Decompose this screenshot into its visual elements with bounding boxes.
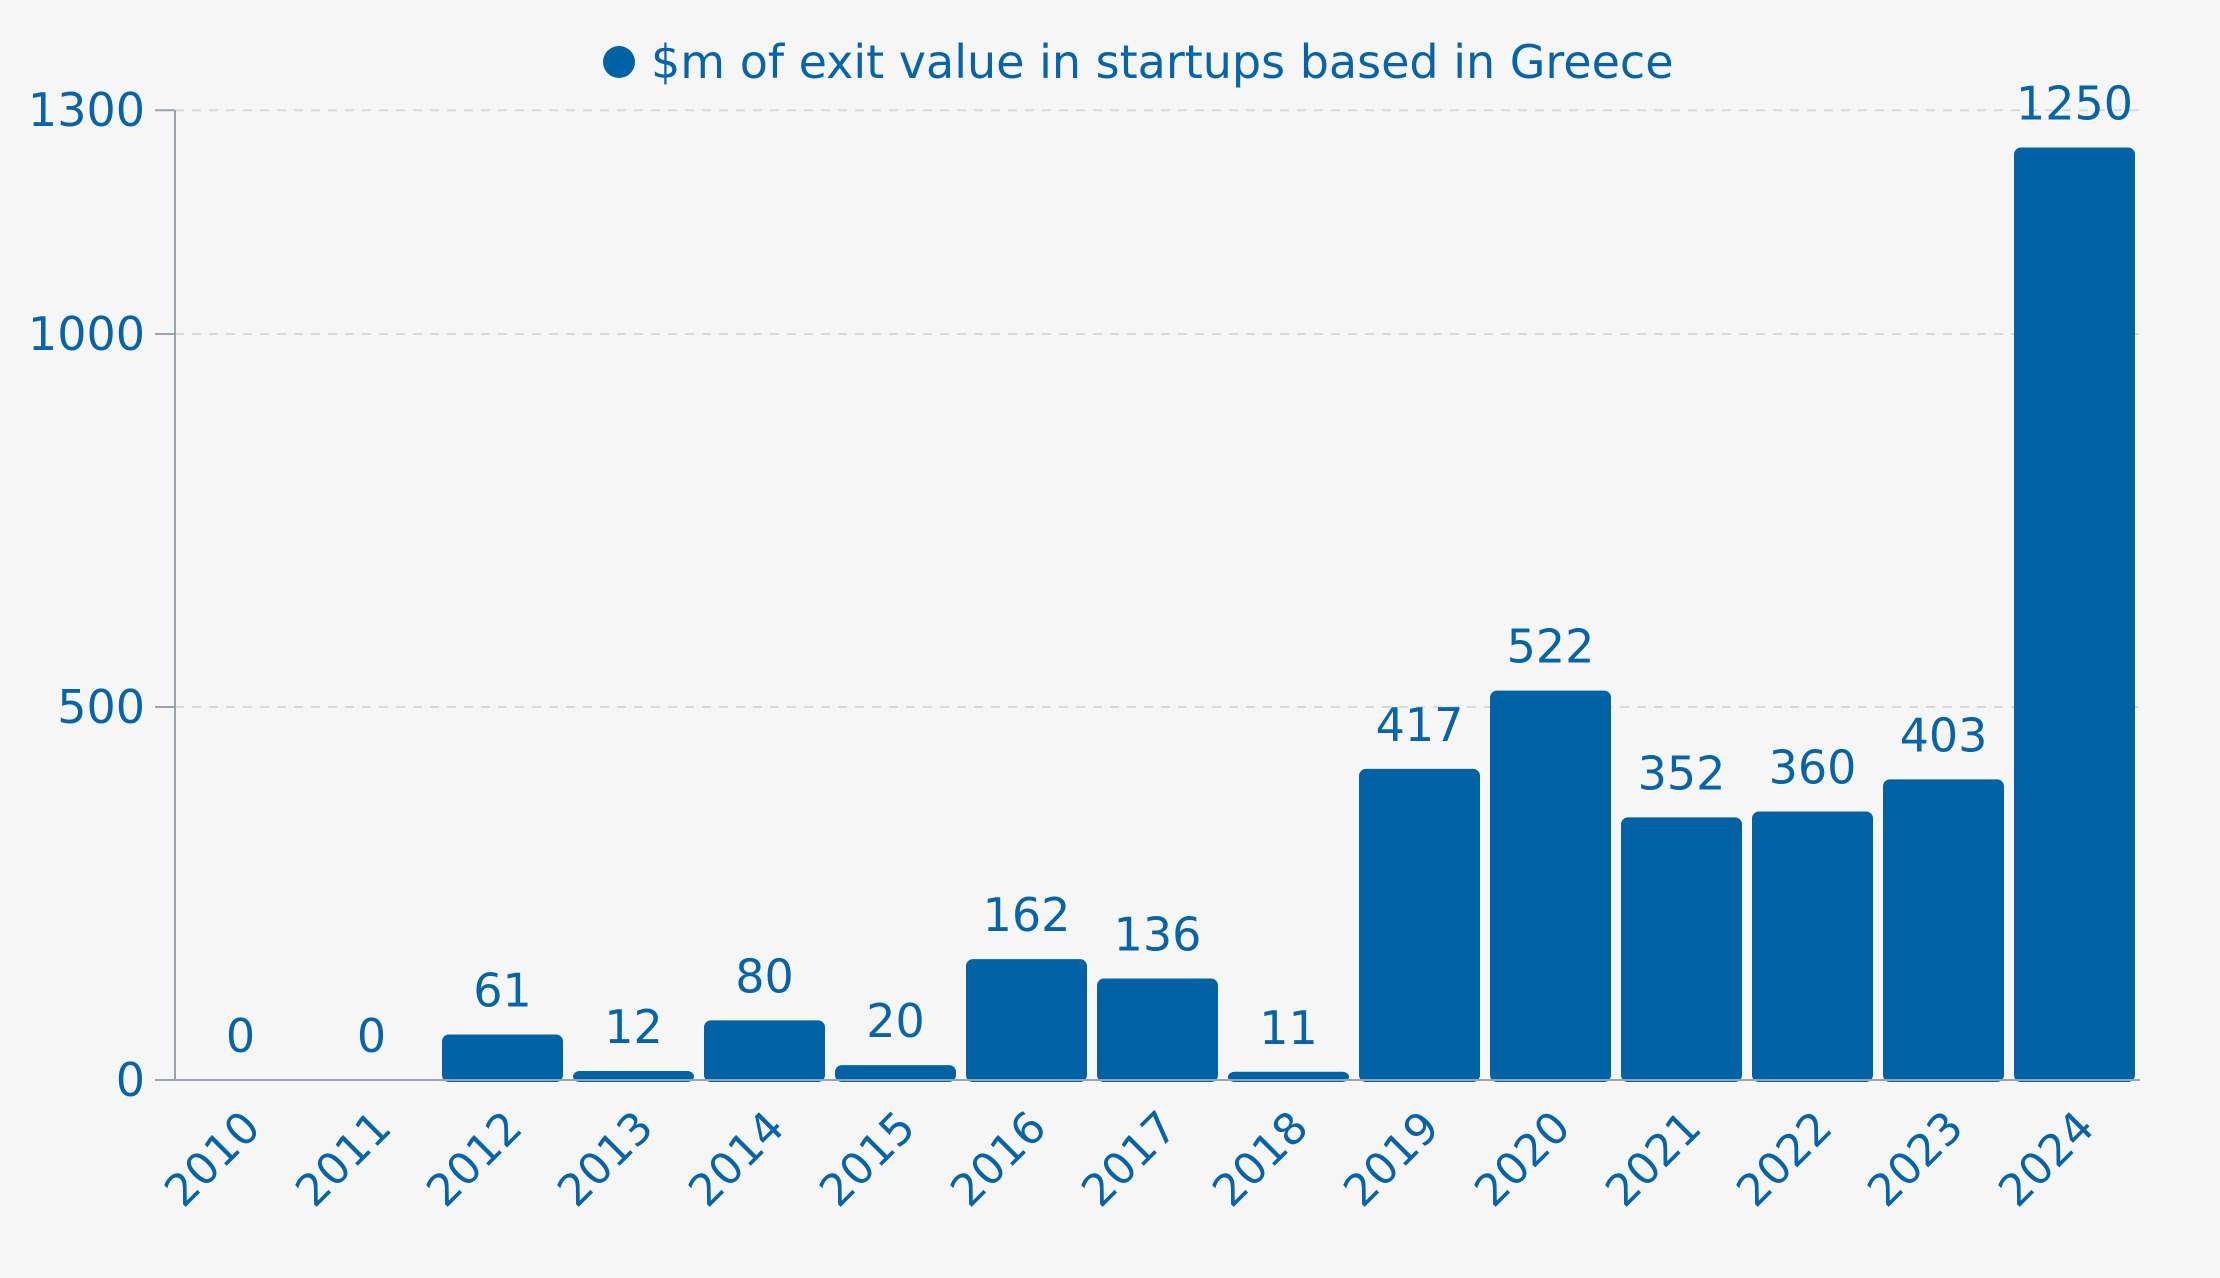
x-tick-label-2010: 2010 <box>155 1102 270 1217</box>
bar-2023 <box>1883 779 2004 1082</box>
x-axis: 2010 2011 2012 2013 2014 2015 2016 2017 2018 2019… <box>155 1079 2140 1217</box>
x-tick-label-2018: 2018 <box>1203 1102 1318 1217</box>
bar-2020 <box>1490 690 1611 1082</box>
x-tick-label-2017: 2017 <box>1072 1102 1187 1217</box>
y-tick-label: 1000 <box>28 307 145 361</box>
legend-label: $m of exit value in startups based in Gr… <box>651 35 1674 89</box>
value-label-2011: 0 <box>357 1009 386 1063</box>
bar-2021 <box>1621 817 1742 1082</box>
x-tick-label-2013: 2013 <box>548 1102 663 1217</box>
y-tick-label: 1300 <box>28 83 145 137</box>
grid-lines <box>175 109 2140 708</box>
x-tick-label-2011: 2011 <box>286 1102 401 1217</box>
value-label-2014: 80 <box>735 949 794 1003</box>
x-tick-label-2012: 2012 <box>417 1102 532 1217</box>
bar-2024 <box>2014 147 2135 1082</box>
value-label-2021: 352 <box>1638 746 1726 800</box>
bar-2015 <box>835 1065 956 1082</box>
value-label-2023: 403 <box>1900 708 1988 762</box>
value-labels: 0 0 61 12 80 20 162 136 11 417 522 352 360 403 1250 <box>226 77 2133 1064</box>
bar-2016 <box>966 959 1087 1082</box>
value-label-2012: 61 <box>473 963 532 1017</box>
value-label-2019: 417 <box>1376 698 1464 752</box>
value-label-2016: 162 <box>983 888 1071 942</box>
y-tick-label: 500 <box>57 680 145 734</box>
value-label-2015: 20 <box>866 994 925 1048</box>
value-label-2010: 0 <box>226 1009 255 1063</box>
bar-2019 <box>1359 768 1480 1082</box>
y-tick-label: 0 <box>116 1053 145 1107</box>
value-label-2013: 12 <box>604 1000 663 1054</box>
bar-2012 <box>442 1034 563 1082</box>
value-label-2022: 360 <box>1769 740 1857 794</box>
x-tick-label-2014: 2014 <box>679 1102 794 1217</box>
bar-2014 <box>704 1020 825 1082</box>
value-label-2018: 11 <box>1259 1001 1318 1055</box>
x-tick-label-2016: 2016 <box>941 1102 1056 1217</box>
x-tick-label-2024: 2024 <box>1989 1102 2104 1217</box>
x-tick-label-2021: 2021 <box>1596 1102 1711 1217</box>
x-tick-label-2020: 2020 <box>1465 1102 1580 1217</box>
x-tick-label-2022: 2022 <box>1727 1102 1842 1217</box>
value-label-2024: 1250 <box>2016 77 2133 131</box>
legend: $m of exit value in startups based in Gr… <box>603 35 1674 89</box>
value-label-2017: 136 <box>1114 908 1202 962</box>
bars <box>442 147 2135 1082</box>
x-tick-label-2019: 2019 <box>1334 1102 1449 1217</box>
x-tick-label-2015: 2015 <box>810 1102 925 1217</box>
bar-2022 <box>1752 811 1873 1082</box>
x-tick-label-2023: 2023 <box>1858 1102 1973 1217</box>
legend-swatch <box>603 46 635 78</box>
y-axis: 0 500 1000 1300 <box>28 83 176 1107</box>
bar-2017 <box>1097 978 1218 1082</box>
value-label-2020: 522 <box>1507 620 1595 674</box>
